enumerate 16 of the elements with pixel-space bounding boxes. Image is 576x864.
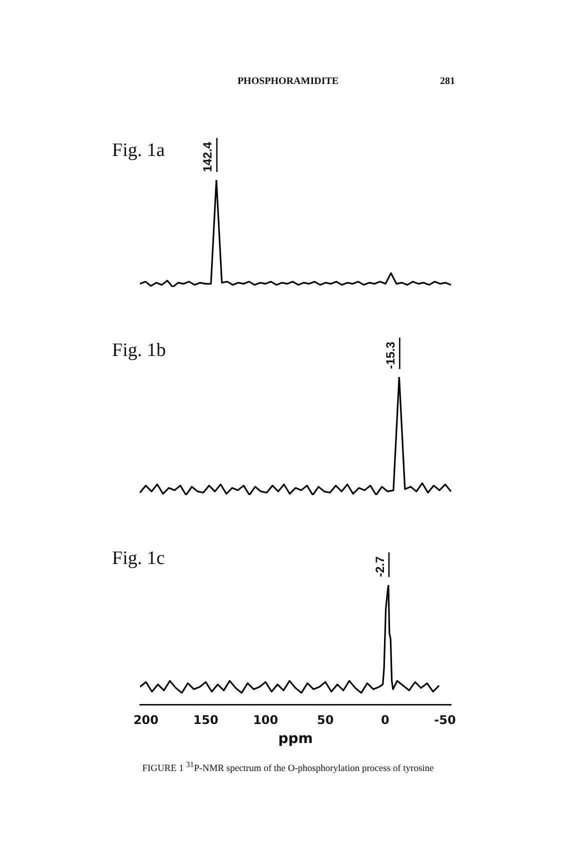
x-tick-label: 150 — [193, 713, 218, 728]
text: 142.4 — [200, 142, 215, 172]
annotation: -2.7 — [372, 556, 387, 577]
text: PHOSPHORAMIDITE — [237, 76, 339, 87]
chart-title: Fig. 1b — [112, 340, 166, 362]
x-tick-label: -50 — [434, 713, 456, 728]
chart-title: Fig. 1a — [112, 140, 165, 162]
x-tick-label: 100 — [253, 713, 278, 728]
x-tick-label: 50 — [317, 713, 334, 728]
x-tick-label: 200 — [133, 713, 159, 728]
text: -15.3 — [383, 341, 398, 369]
text: 281 — [440, 76, 455, 87]
chart-title: Fig. 1c — [112, 548, 165, 570]
x-axis-title: ppm — [278, 731, 313, 748]
caption: FIGURE 1 $^{31}$P-NMR spectrum of the O-phosphorylation process of tyrosine — [141, 760, 435, 774]
x-tick-label: 0 — [381, 713, 390, 728]
